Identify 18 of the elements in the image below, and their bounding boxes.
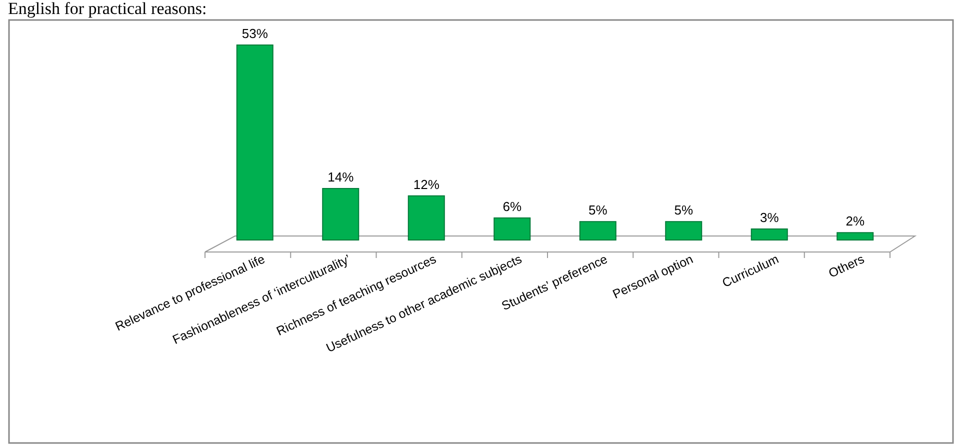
bar xyxy=(236,44,274,240)
data-label: 6% xyxy=(502,198,522,214)
x-tick-label: Others xyxy=(826,252,866,281)
data-label: 3% xyxy=(760,210,780,225)
bar xyxy=(579,221,616,240)
bar xyxy=(750,228,788,240)
bar xyxy=(494,217,531,240)
bar xyxy=(408,195,445,240)
data-label: 53% xyxy=(242,26,268,41)
data-label: 5% xyxy=(674,202,694,218)
data-label: 5% xyxy=(588,202,608,218)
data-label: 14% xyxy=(328,169,354,184)
data-label: 12% xyxy=(413,176,440,192)
bar xyxy=(836,232,874,240)
bar xyxy=(322,188,360,240)
bar xyxy=(665,221,702,240)
text: English for practical reasons: xyxy=(8,0,207,18)
data-label: 2% xyxy=(846,214,865,229)
